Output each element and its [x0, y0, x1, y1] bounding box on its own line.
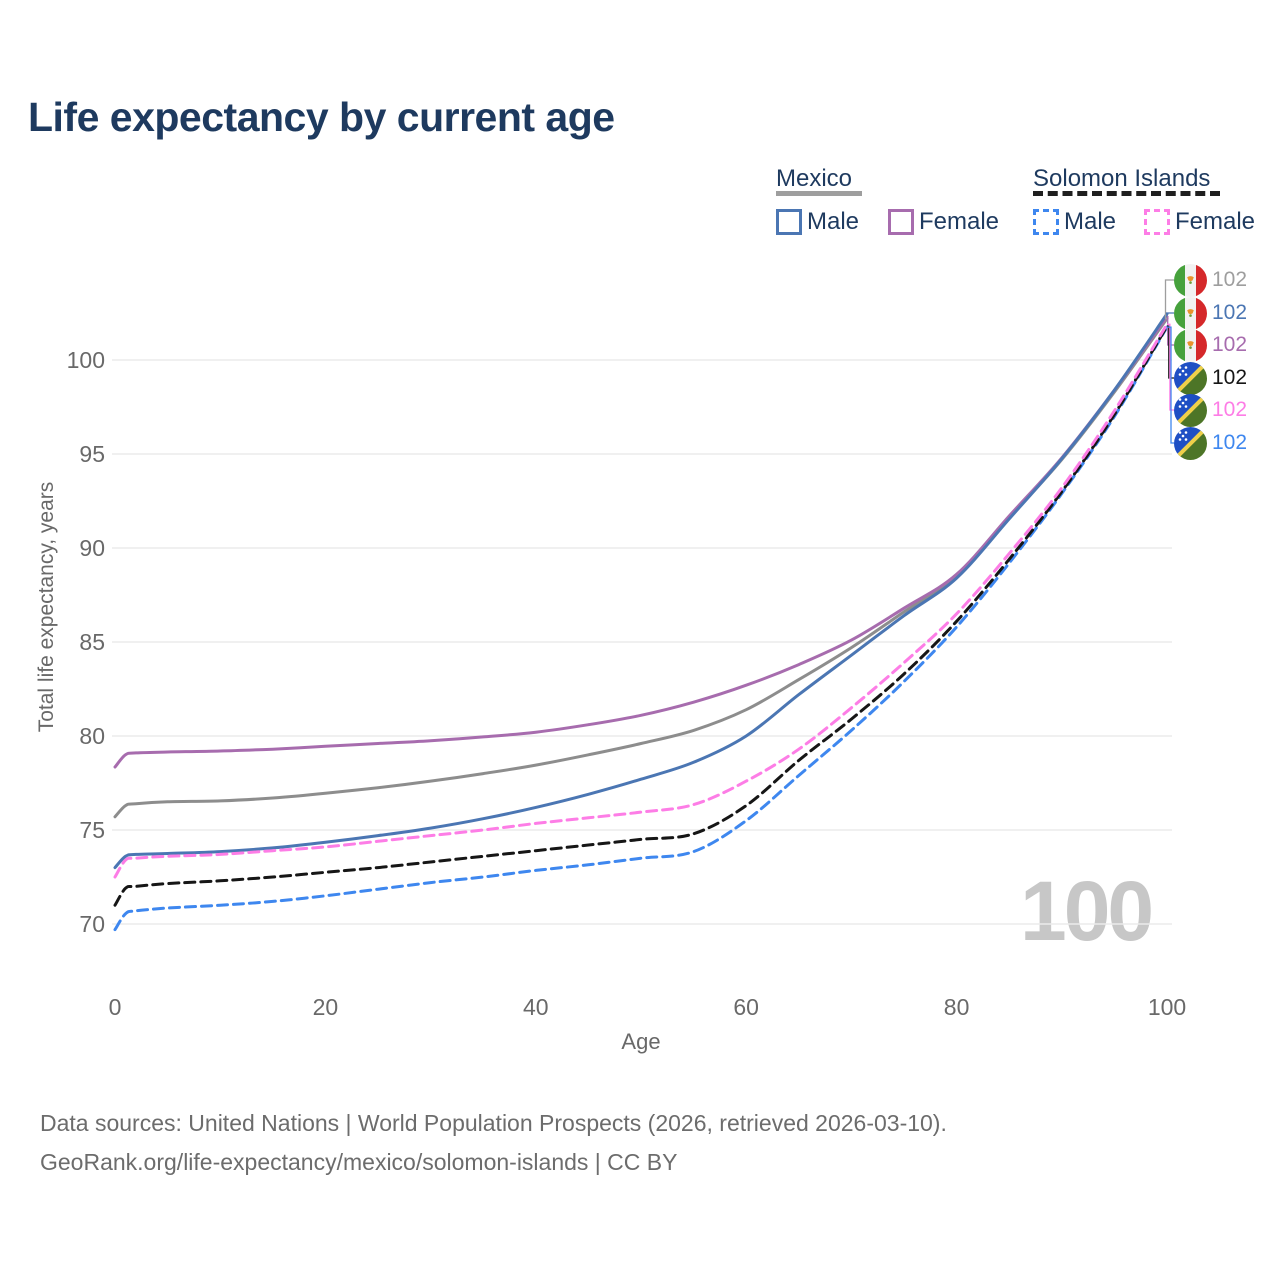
checkbox-icon[interactable] — [1033, 208, 1059, 235]
legend-mexico-line-sample — [776, 191, 862, 196]
legend-item-solomon-male[interactable]: Male — [1033, 208, 1116, 235]
footer-attribution-line: GeoRank.org/life-expectancy/mexico/solom… — [40, 1149, 678, 1175]
y-tick-label: 100 — [66, 347, 105, 373]
checkbox-icon[interactable] — [1144, 208, 1170, 235]
flag-icon-solomon-islands — [1174, 393, 1207, 427]
checkbox-icon[interactable] — [888, 208, 914, 235]
series-line-solomon-islands-female — [113, 322, 1169, 879]
end-value-label: 102 — [1212, 301, 1248, 324]
end-value-label: 102 — [1212, 366, 1248, 389]
x-tick-label: 100 — [1147, 994, 1187, 1020]
x-tick-label: 40 — [523, 994, 549, 1020]
x-tick-label: 0 — [108, 994, 122, 1020]
end-value-label: 102 — [1212, 333, 1248, 356]
legend-solomon-islands-line-sample — [1033, 191, 1220, 196]
flag-icon-solomon-islands — [1174, 361, 1207, 395]
legend-item-label: Female — [919, 208, 1000, 235]
page-title: Life expectancy by current age — [28, 94, 615, 140]
leader-line — [1165, 312, 1174, 315]
end-value-label: 102 — [1212, 431, 1248, 454]
y-tick-label: 85 — [79, 629, 105, 655]
series-line-mexico-male — [113, 312, 1169, 870]
y-tick-label: 70 — [79, 911, 105, 937]
series-line-solomon-islands — [113, 324, 1169, 907]
series-line-solomon-islands-male — [113, 325, 1169, 932]
x-tick-label: 60 — [733, 994, 759, 1020]
checkbox-icon[interactable] — [776, 208, 802, 235]
age-counter-watermark: 100 — [1020, 864, 1154, 958]
series-line-mexico-female — [113, 315, 1169, 769]
flag-icon-mexico — [1174, 263, 1207, 297]
leader-line — [1164, 279, 1174, 320]
end-value-label: 102 — [1212, 268, 1248, 291]
legend-item-label: Male — [1064, 208, 1117, 235]
flag-icon-mexico — [1174, 328, 1207, 362]
flag-icon-solomon-islands — [1174, 426, 1207, 460]
legend-item-solomon-female[interactable]: Female — [1144, 208, 1255, 235]
x-tick-label: 80 — [943, 994, 970, 1020]
legend-group-mexico-label: Mexico — [776, 165, 853, 192]
legend-item-mexico-male[interactable]: Male — [776, 208, 859, 235]
end-value-label: 102 — [1212, 398, 1248, 421]
x-tick-label: 20 — [312, 994, 339, 1020]
flag-icon-mexico — [1174, 296, 1207, 330]
legend-group-solomon-islands-label: Solomon Islands — [1033, 165, 1211, 192]
legend-item-label: Male — [807, 208, 860, 235]
footer-source-line: Data sources: United Nations | World Pop… — [40, 1110, 947, 1136]
legend-item-mexico-female[interactable]: Female — [888, 208, 999, 235]
legend-item-label: Female — [1175, 208, 1256, 235]
y-tick-label: 75 — [79, 817, 105, 843]
x-axis-title: Age — [621, 1029, 661, 1054]
y-tick-label: 80 — [79, 723, 105, 749]
y-tick-label: 95 — [79, 441, 105, 467]
y-tick-label: 90 — [79, 535, 105, 561]
series-line-mexico — [113, 317, 1169, 819]
leader-line — [1167, 323, 1174, 411]
leader-line — [1167, 326, 1174, 444]
